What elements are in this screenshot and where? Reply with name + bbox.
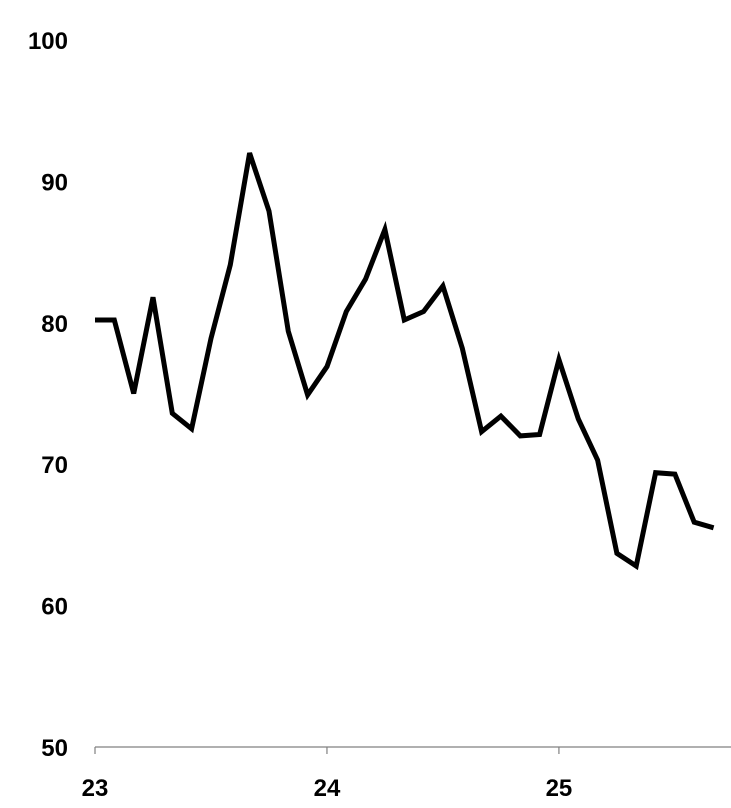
y-tick-label: 100: [28, 28, 68, 55]
y-tick-label: 60: [41, 594, 68, 621]
y-tick-label: 80: [41, 311, 68, 338]
x-axis: 23 24 25: [82, 746, 731, 802]
x-tick-label: 23: [82, 775, 109, 802]
y-tick-label: 70: [41, 452, 68, 479]
y-axis-tick-labels: 50 60 70 80 90 100: [28, 28, 68, 762]
series-layer: [95, 152, 715, 571]
y-tick-label: 50: [41, 735, 68, 762]
series-line: [95, 152, 715, 571]
y-tick-label: 90: [41, 169, 68, 196]
x-tick-label: 25: [546, 775, 573, 802]
x-tick-label: 24: [314, 775, 341, 802]
